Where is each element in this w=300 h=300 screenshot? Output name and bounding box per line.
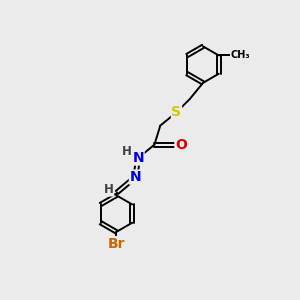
Text: H: H [104,183,114,196]
Text: H: H [122,145,132,158]
Text: N: N [132,151,144,165]
Text: S: S [172,105,182,119]
Text: CH₃: CH₃ [230,50,250,61]
Text: O: O [175,138,187,152]
Text: Br: Br [108,237,125,250]
Text: N: N [130,170,141,184]
